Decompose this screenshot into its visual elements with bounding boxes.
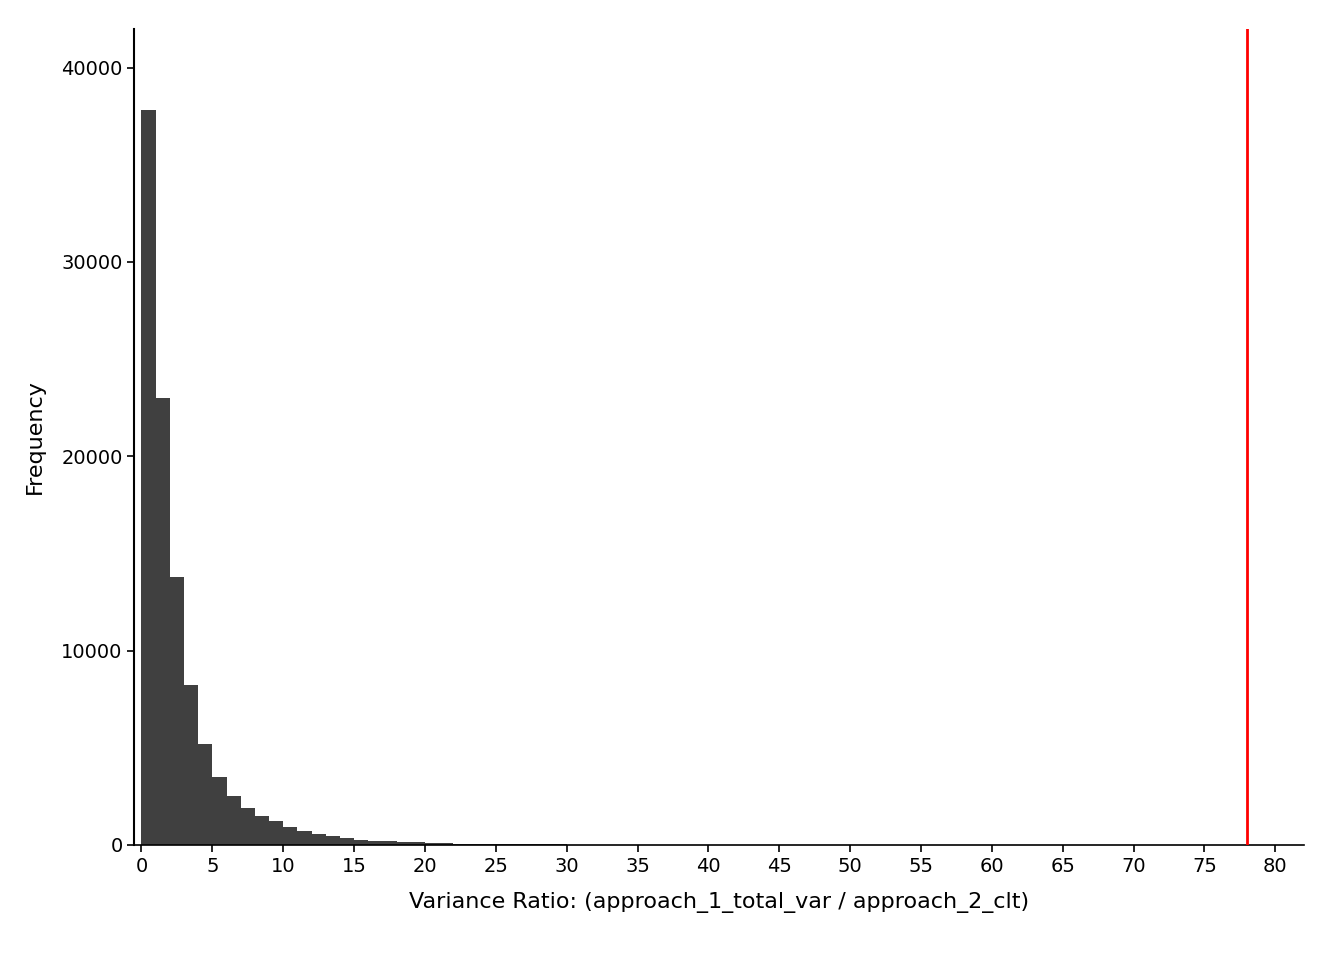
Bar [269,822,284,845]
Bar [312,834,325,845]
Bar [297,831,312,845]
X-axis label: Variance Ratio: (approach_1_total_var / approach_2_clt): Variance Ratio: (approach_1_total_var / … [409,892,1030,913]
Bar [156,398,169,845]
Bar [396,842,411,845]
Bar [169,577,184,845]
Bar [184,685,198,845]
Bar [255,816,269,845]
Bar [425,843,439,845]
Bar [353,840,368,845]
Bar [198,744,212,845]
Bar [284,828,297,845]
Bar [325,836,340,845]
Bar [411,843,425,845]
Bar [368,841,383,845]
Bar [141,110,156,845]
Bar [439,843,453,845]
Y-axis label: Frequency: Frequency [24,379,44,494]
Bar [227,796,241,845]
Bar [241,808,255,845]
Bar [340,838,353,845]
Bar [383,841,396,845]
Bar [212,777,227,845]
Bar [468,844,481,845]
Bar [453,844,468,845]
